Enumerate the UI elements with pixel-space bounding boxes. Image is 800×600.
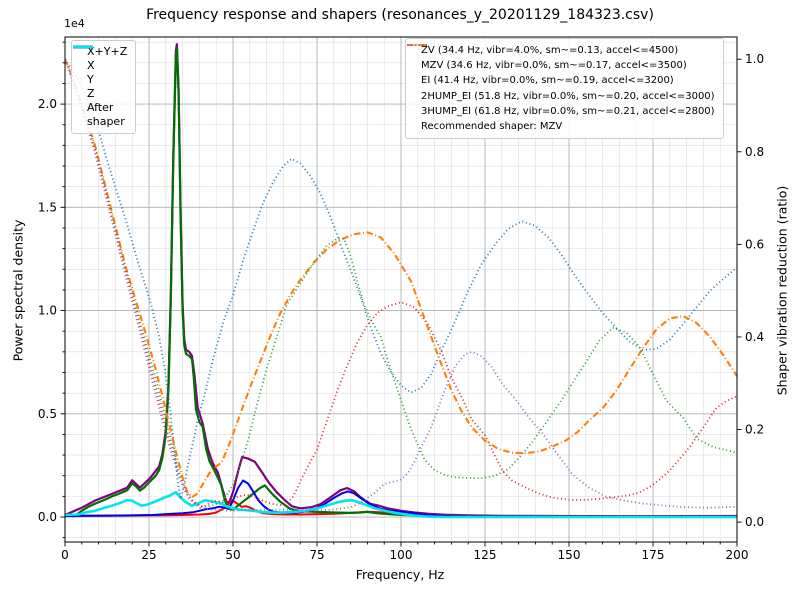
legend-item: Recommended shaper: MZV [414,119,715,134]
y-left-tick-label: 1.0 [38,304,57,318]
chart-title: Frequency response and shapers (resonanc… [146,7,654,23]
legend-psd: X+Y+Z X Y Z After shaper [71,40,137,135]
legend-item-label: Y [87,73,94,87]
y-right-tick-label: 0.8 [745,145,764,159]
x-tick-label: 50 [225,548,240,562]
legend-item-label: X+Y+Z [87,45,128,58]
series-after-shaper [65,490,737,519]
legend-item-label: 2HUMP_EI (51.8 Hz, vibr=0.0%, sm~=0.20, … [421,90,715,102]
tick-labels: 0 25 50 75 100 125 150 175 200 0.0 0.5 1.0 1.5 2.0 0.0… [38,52,764,562]
legend-shapers: ZV (34.4 Hz, vibr=4.0%, sm~=0.13, accel<… [405,38,724,140]
y-right-tick-label: 0.2 [745,423,764,437]
series-mzv [65,58,737,499]
y-axis-label-left: Power spectral density [10,219,26,362]
x-tick-label: 200 [726,548,749,562]
y-left-tick-label: 0.0 [38,510,57,524]
y-axis-label-right: Shaper vibration reduction (ratio) [774,185,790,396]
legend-item-label: MZV (34.6 Hz, vibr=0.0%, sm~=0.17, accel… [421,60,687,72]
legend-item: ZV (34.4 Hz, vibr=4.0%, sm~=0.13, accel<… [407,43,715,58]
legend-item: After shaper [73,45,127,129]
legend-item-label: EI (41.4 Hz, vibr=0.0%, sm~=0.19, accel<… [421,75,674,87]
y-right-tick-label: 0.4 [745,330,764,344]
curves [65,43,737,519]
legend-item: 3HUMP_EI (61.8 Hz, vibr=0.0%, sm~=0.21, … [407,44,715,119]
left-axis-offset-text: 1e4 [64,17,85,30]
legend-item: Y [73,45,127,87]
tick-marks [60,41,742,547]
x-tick-label: 175 [642,548,665,562]
x-tick-label: 0 [61,548,69,562]
y-left-tick-label: 0.5 [38,407,57,421]
legend-item-label: After shaper [87,101,125,129]
legend-item: EI (41.4 Hz, vibr=0.0%, sm~=0.19, accel<… [407,44,715,88]
legend-item-label: 3HUMP_EI (61.8 Hz, vibr=0.0%, sm~=0.21, … [421,105,715,117]
y-right-tick-label: 0.6 [745,237,764,251]
x-tick-label: 125 [474,548,497,562]
y-right-tick-label: 1.0 [745,52,764,66]
y-left-tick-label: 1.5 [38,200,57,214]
series-ei [65,58,737,508]
legend-item-label: X [87,59,95,73]
legend-item-label: ZV (34.4 Hz, vibr=4.0%, sm~=0.13, accel<… [421,45,679,56]
x-tick-label: 75 [309,548,324,562]
series-3hump-ei [65,58,737,512]
legend-item: MZV (34.6 Hz, vibr=0.0%, sm~=0.17, accel… [407,44,715,73]
series-y [65,47,737,518]
y-left-tick-label: 2.0 [38,97,57,111]
legend-item: Z [73,45,127,101]
legend-item-label: Z [87,87,95,101]
x-tick-label: 25 [141,548,156,562]
legend-item-label: Recommended shaper: MZV [421,120,563,132]
x-tick-label: 100 [390,548,413,562]
x-axis-label: Frequency, Hz [355,567,445,582]
legend-item: 2HUMP_EI (51.8 Hz, vibr=0.0%, sm~=0.20, … [407,44,715,104]
series-2hump-ei [65,58,737,509]
x-tick-label: 150 [558,548,581,562]
legend-item: X [73,45,127,73]
y-right-tick-label: 0.0 [745,515,764,529]
